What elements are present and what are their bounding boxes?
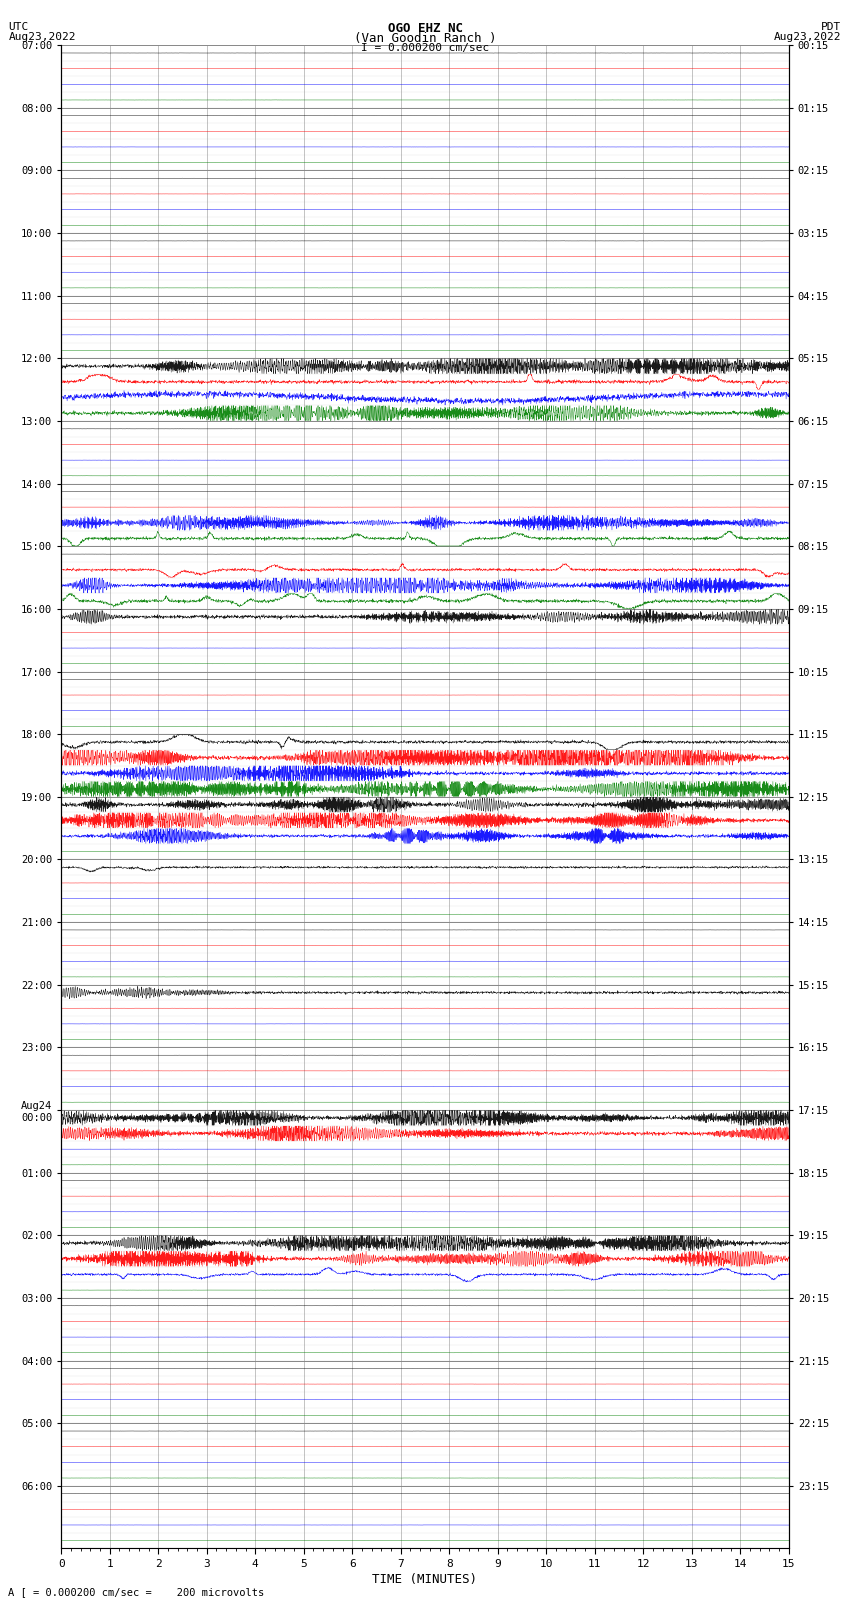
Text: UTC: UTC bbox=[8, 23, 29, 32]
Text: I = 0.000200 cm/sec: I = 0.000200 cm/sec bbox=[361, 44, 489, 53]
Text: Aug23,2022: Aug23,2022 bbox=[8, 32, 76, 42]
X-axis label: TIME (MINUTES): TIME (MINUTES) bbox=[372, 1573, 478, 1586]
Text: OGO EHZ NC: OGO EHZ NC bbox=[388, 23, 462, 35]
Text: Aug23,2022: Aug23,2022 bbox=[774, 32, 842, 42]
Text: PDT: PDT bbox=[821, 23, 842, 32]
Text: A [ = 0.000200 cm/sec =    200 microvolts: A [ = 0.000200 cm/sec = 200 microvolts bbox=[8, 1587, 264, 1597]
Text: (Van Goodin Ranch ): (Van Goodin Ranch ) bbox=[354, 32, 496, 45]
